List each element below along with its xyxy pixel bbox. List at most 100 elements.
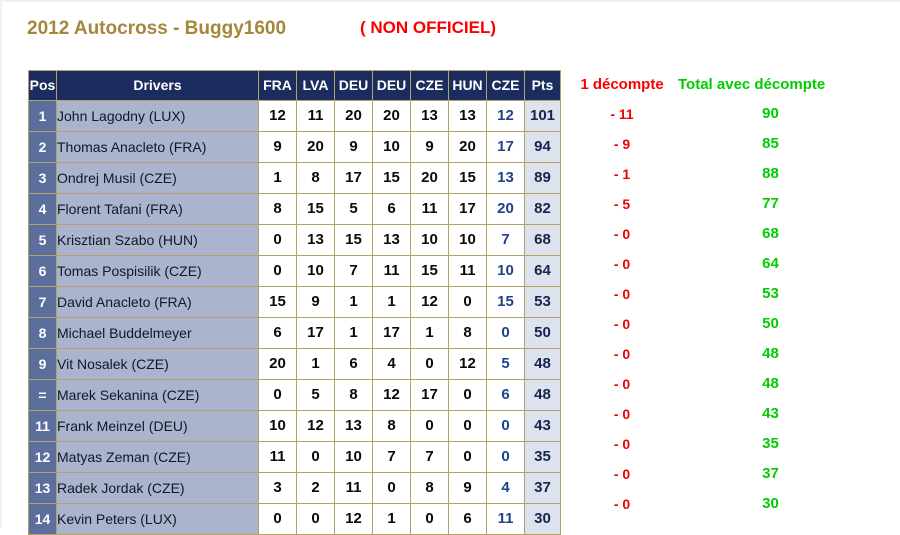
cell-race-2-points: 11	[296, 100, 335, 132]
cell-race-1-points: 12	[258, 100, 297, 132]
table-row: 11 Frank Meinzel (DEU) 10 12 13 8 0 0 0 43	[28, 410, 561, 442]
column-header-race-3[interactable]: DEU	[334, 70, 373, 101]
column-header-race-4[interactable]: DEU	[372, 70, 411, 101]
table-row: 4 Florent Tafani (FRA) 8 15 5 6 11 17 20 82	[28, 193, 561, 225]
table-row: 12 Matyas Zeman (CZE) 11 0 10 7 7 0 0 35	[28, 441, 561, 473]
table-row: 8 Michael Buddelmeyer 6 17 1 17 1 8 0 50	[28, 317, 561, 349]
cell-race-1-points: 15	[258, 286, 297, 318]
cell-decompte-value: - 11	[610, 106, 634, 122]
cell-race-5-points: 0	[410, 410, 449, 442]
cell-race-3-points: 20	[334, 100, 373, 132]
decompte-panel: 1 décompte Total avec décompte - 11 90 - 9…	[568, 70, 898, 519]
cell-race-7-points: 10	[486, 255, 525, 287]
cell-race-1-points: 6	[258, 317, 297, 349]
cell-total-with-decompte: 85	[762, 135, 779, 152]
column-header-pos[interactable]: Pos	[28, 70, 57, 101]
cell-race-6-points: 0	[448, 286, 487, 318]
table-header-row: Pos Drivers FRA LVA DEU DEU CZE HUN CZE …	[28, 70, 561, 101]
cell-race-4-points: 15	[372, 162, 411, 194]
cell-race-3-points: 13	[334, 410, 373, 442]
decompte-row: - 1 88	[568, 159, 898, 189]
cell-total-points: 82	[524, 193, 561, 225]
decompte-row: - 0 68	[568, 219, 898, 249]
column-header-pts[interactable]: Pts	[524, 70, 561, 101]
cell-decompte-value: - 0	[613, 496, 631, 512]
table-header: Pos Drivers FRA LVA DEU DEU CZE HUN CZE …	[28, 70, 561, 101]
column-header-race-1[interactable]: FRA	[258, 70, 297, 101]
cell-total-points: 94	[524, 131, 561, 163]
cell-position: 13	[28, 472, 57, 504]
cell-driver-name: Krisztian Szabo (HUN)	[56, 224, 259, 256]
cell-total-points: 53	[524, 286, 561, 318]
cell-race-1-points: 0	[258, 224, 297, 256]
cell-decompte-value: - 0	[613, 436, 631, 452]
cell-total-points: 64	[524, 255, 561, 287]
cell-race-2-points: 17	[296, 317, 335, 349]
cell-race-4-points: 1	[372, 286, 411, 318]
column-header-race-5[interactable]: CZE	[410, 70, 449, 101]
cell-race-5-points: 10	[410, 224, 449, 256]
page-title: 2012 Autocross - Buggy1600	[27, 18, 287, 39]
decompte-rows: - 11 90 - 9 85 - 1 88 - 5 77 - 0 68 - 0 64 - 0 53 - 0 5…	[568, 99, 898, 519]
cell-race-1-points: 0	[258, 255, 297, 287]
decompte-row: - 0 50	[568, 309, 898, 339]
cell-position: 2	[28, 131, 57, 163]
cell-total-points: 50	[524, 317, 561, 349]
cell-total-points: 30	[524, 503, 561, 535]
cell-race-7-points: 17	[486, 131, 525, 163]
decompte-row: - 0 35	[568, 429, 898, 459]
decompte-row: - 0 53	[568, 279, 898, 309]
cell-race-7-points: 20	[486, 193, 525, 225]
cell-position: 6	[28, 255, 57, 287]
cell-race-7-points: 15	[486, 286, 525, 318]
decompte-row: - 0 43	[568, 399, 898, 429]
column-header-race-6[interactable]: HUN	[448, 70, 487, 101]
cell-decompte-value: - 0	[613, 286, 631, 302]
cell-race-6-points: 9	[448, 472, 487, 504]
cell-race-6-points: 17	[448, 193, 487, 225]
cell-total-points: 68	[524, 224, 561, 256]
cell-race-4-points: 17	[372, 317, 411, 349]
column-header-race-7[interactable]: CZE	[486, 70, 525, 101]
table-row: = Marek Sekanina (CZE) 0 5 8 12 17 0 6 48	[28, 379, 561, 411]
cell-position: 9	[28, 348, 57, 380]
cell-race-3-points: 11	[334, 472, 373, 504]
cell-race-6-points: 11	[448, 255, 487, 287]
cell-race-3-points: 8	[334, 379, 373, 411]
cell-driver-name: Radek Jordak (CZE)	[56, 472, 259, 504]
cell-race-3-points: 1	[334, 286, 373, 318]
cell-decompte-value: - 0	[613, 376, 631, 392]
cell-race-3-points: 7	[334, 255, 373, 287]
cell-decompte-value: - 0	[613, 256, 631, 272]
cell-race-4-points: 12	[372, 379, 411, 411]
cell-position: 14	[28, 503, 57, 535]
cell-race-2-points: 15	[296, 193, 335, 225]
cell-total-with-decompte: 50	[762, 315, 779, 332]
cell-race-4-points: 20	[372, 100, 411, 132]
cell-race-5-points: 1	[410, 317, 449, 349]
cell-driver-name: Marek Sekanina (CZE)	[56, 379, 259, 411]
cell-race-7-points: 11	[486, 503, 525, 535]
cell-race-7-points: 5	[486, 348, 525, 380]
cell-race-5-points: 9	[410, 131, 449, 163]
cell-total-with-decompte: 48	[762, 345, 779, 362]
cell-total-points: 37	[524, 472, 561, 504]
decompte-row: - 9 85	[568, 129, 898, 159]
cell-race-1-points: 20	[258, 348, 297, 380]
cell-race-6-points: 10	[448, 224, 487, 256]
column-header-race-2[interactable]: LVA	[296, 70, 335, 101]
cell-race-4-points: 4	[372, 348, 411, 380]
cell-total-with-decompte: 53	[762, 285, 779, 302]
cell-total-with-decompte: 68	[762, 225, 779, 242]
cell-race-5-points: 15	[410, 255, 449, 287]
cell-race-1-points: 11	[258, 441, 297, 473]
cell-race-6-points: 0	[448, 410, 487, 442]
cell-race-1-points: 9	[258, 131, 297, 163]
table-row: 7 David Anacleto (FRA) 15 9 1 1 12 0 15 53	[28, 286, 561, 318]
cell-race-5-points: 0	[410, 503, 449, 535]
table-row: 9 Vit Nosalek (CZE) 20 1 6 4 0 12 5 48	[28, 348, 561, 380]
table-body: 1 John Lagodny (LUX) 12 11 20 20 13 13 12 101 2 Tho…	[28, 100, 561, 535]
column-header-drivers[interactable]: Drivers	[56, 70, 259, 101]
cell-race-3-points: 6	[334, 348, 373, 380]
cell-total-with-decompte: 64	[762, 255, 779, 272]
